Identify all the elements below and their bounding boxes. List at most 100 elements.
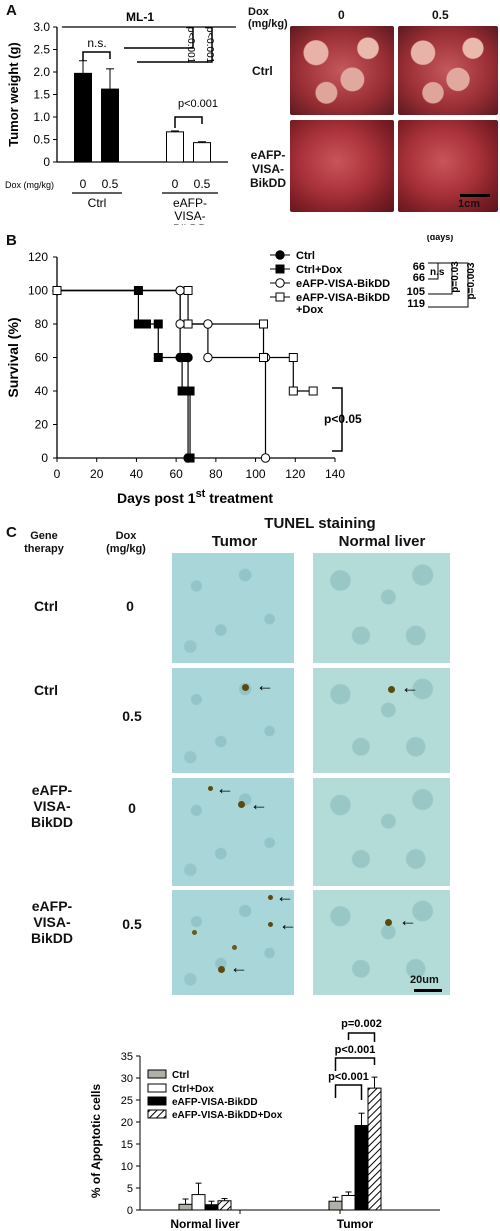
y-tick-label: 3.0 (33, 20, 50, 34)
y-tick-label: 40 (35, 384, 49, 398)
sig-bracket-p3 (332, 387, 343, 452)
median-value: 66 (413, 261, 425, 273)
legend-label: eAFP-VISA-BikDD (296, 278, 390, 290)
marker (259, 319, 269, 329)
series-line (57, 289, 267, 458)
x-category-label: Tumor (337, 1217, 374, 1231)
micrograph-tumor-eafp-0: ← ← (172, 778, 294, 886)
liver-photo-ctrl-05 (398, 26, 498, 115)
x-tick-label: 0 (54, 467, 61, 481)
y-tick-label: 0.5 (33, 133, 50, 147)
marker (203, 352, 213, 363)
arrow-icon: ← (216, 778, 234, 798)
bar (166, 131, 184, 163)
arrow-icon: ← (279, 914, 297, 934)
liver-photo-eafp-0 (290, 120, 394, 212)
marker (183, 286, 193, 295)
sig-top: p=0.002 (341, 1018, 382, 1030)
photo-col-0: 0 (338, 8, 345, 22)
median-value: 119 (407, 298, 425, 310)
x-tick-label: 80 (209, 467, 223, 481)
bar (367, 1087, 382, 1211)
sig-eafp: p<0.001 (178, 98, 218, 110)
sig-eafp-bracket (174, 116, 203, 128)
legend-swatch (147, 1069, 167, 1079)
sig-bracket-2 (137, 27, 213, 63)
hdr-tumor: Tumor (211, 533, 258, 550)
y-tick-label: 2.5 (33, 43, 50, 57)
x-category-label: Normal liver (170, 1217, 240, 1231)
sig-mid-bracket (334, 1057, 376, 1071)
marker (308, 386, 318, 396)
row-1-gene: Ctrl (33, 682, 59, 698)
arrow-icon: ← (256, 675, 274, 695)
arrow-icon: ← (399, 910, 417, 930)
micrograph-liver-ctrl-05: ← (313, 668, 450, 773)
marker (177, 353, 187, 362)
marker (141, 319, 151, 329)
sig-ns: n.s (430, 267, 445, 278)
micro-scale-bar (414, 989, 442, 992)
row-3-dox: 0.5 (122, 916, 142, 932)
hdr-normal-liver: Normal liver (338, 533, 426, 550)
dox-value: 0 (172, 177, 179, 191)
legend-label: eAFP-VISA-BikDD+Dox (172, 1110, 283, 1121)
marker (153, 353, 163, 362)
marker (203, 319, 213, 329)
x-tick-label: 40 (130, 467, 144, 481)
row-2-gene: eAFP- VISA- BikDD (30, 782, 73, 830)
y-tick-label: 20 (121, 1117, 133, 1129)
row-0-gene: Ctrl (33, 598, 59, 614)
marker (185, 453, 195, 463)
sig-low: p<0.001 (328, 1071, 369, 1083)
cell-line-title: ML-1 (126, 10, 154, 24)
y-tick-label: 20 (35, 418, 49, 432)
series-line (57, 289, 314, 392)
y-tick-label: 1.5 (33, 88, 50, 102)
legend-swatch (147, 1109, 167, 1119)
x-tick-label: 140 (325, 467, 345, 481)
y-tick-label: 120 (28, 250, 48, 264)
bar (204, 1204, 219, 1211)
arrow-icon: ← (401, 677, 419, 697)
arrow-icon: ← (276, 886, 294, 906)
panel-c-letter: C (6, 524, 17, 541)
marker (288, 386, 298, 396)
sig-top-bracket (347, 1032, 376, 1042)
row-2-dox: 0 (128, 800, 136, 816)
y-tick-label: 0 (127, 1205, 133, 1217)
photo-row-eafp: eAFP- VISA- BikDD (250, 148, 287, 190)
marker (260, 453, 271, 463)
group-label-ctrl: Ctrl (88, 196, 107, 210)
micrograph-tumor-ctrl-0 (172, 553, 294, 663)
legend-label: Ctrl (296, 250, 315, 262)
sig-ns-bracket (428, 262, 439, 280)
legend-swatch (147, 1096, 167, 1106)
y-tick-label: 5 (127, 1183, 133, 1195)
liver-photo-ctrl-0 (290, 26, 394, 115)
marker (185, 386, 195, 396)
sig-ns-bracket (82, 51, 111, 61)
marker (275, 278, 285, 288)
x-tick-label: 60 (169, 467, 183, 481)
micrograph-liver-eafp-0 (313, 778, 450, 886)
marker (52, 286, 62, 295)
median-header: median survival(days) (406, 235, 474, 242)
y-tick-label: 1.0 (33, 110, 50, 124)
marker (275, 292, 285, 302)
marker (259, 353, 269, 362)
row-3-gene: eAFP- VISA- BikDD (30, 898, 73, 946)
micrograph-liver-eafp-05: ← (313, 890, 450, 995)
photo-col-1: 0.5 (432, 8, 449, 22)
dox-value: 0.5 (194, 177, 211, 191)
dox-value: 0 (80, 177, 87, 191)
bar (101, 88, 119, 163)
panel-b-letter: B (6, 232, 17, 249)
y-tick-label: 2.0 (33, 65, 50, 79)
bar (354, 1125, 369, 1211)
row-1-dox: 0.5 (122, 708, 142, 724)
bar (341, 1194, 356, 1211)
y-tick-label: 80 (35, 317, 49, 331)
legend-swatch (147, 1083, 167, 1093)
y-axis-label: Tumor weight (g) (6, 42, 21, 146)
